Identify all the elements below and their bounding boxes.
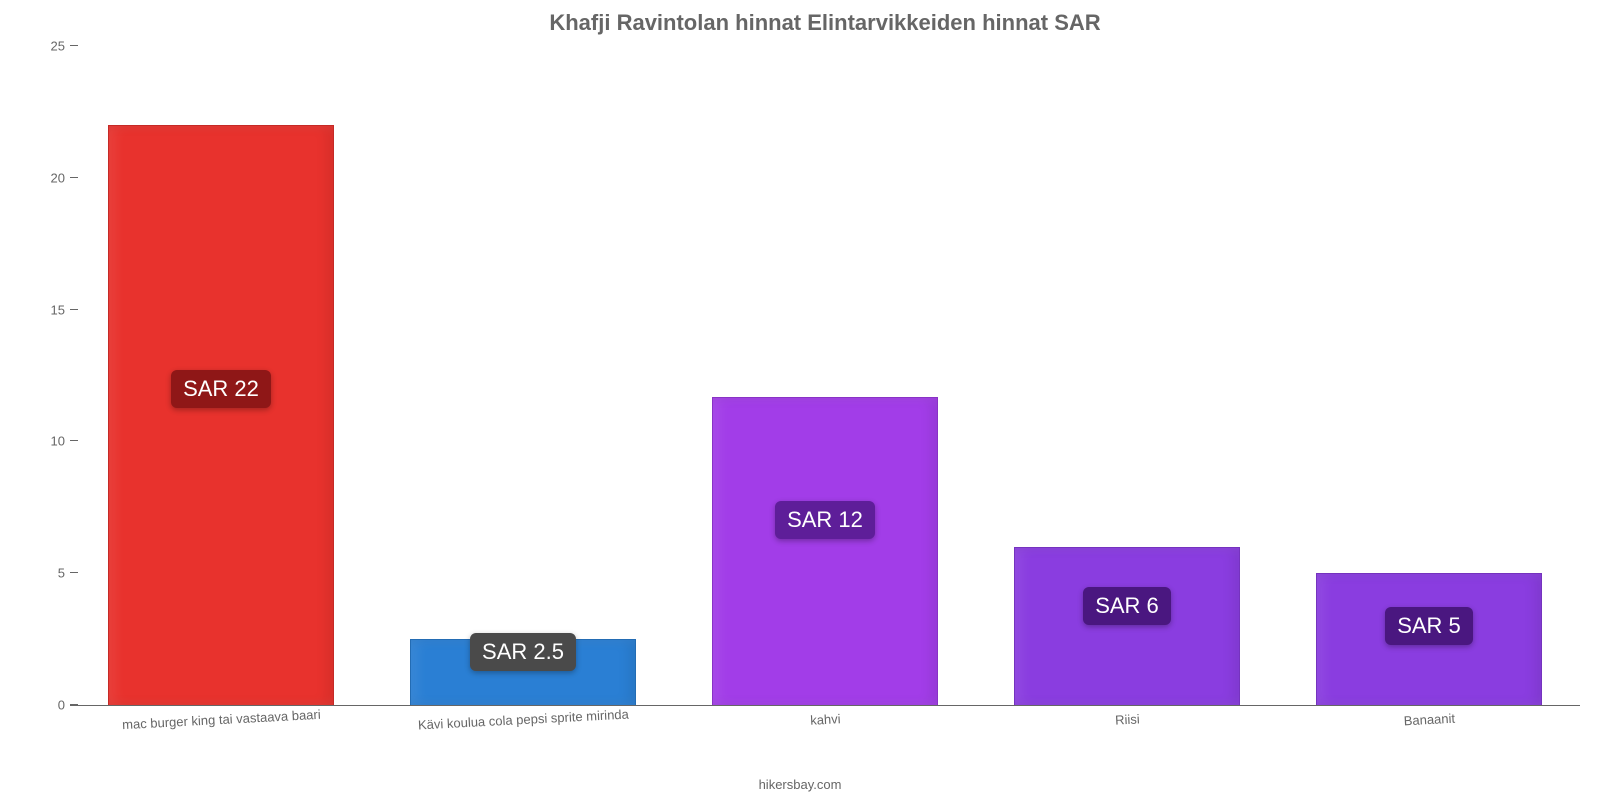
value-badge: SAR 2.5	[470, 633, 576, 671]
y-tick-label: 25	[30, 39, 65, 54]
y-tick-label: 5	[30, 566, 65, 581]
y-tick-label: 10	[30, 434, 65, 449]
bar-slot: SAR 2.5	[372, 46, 674, 705]
y-tick-mark	[70, 309, 78, 310]
x-axis-labels: mac burger king tai vastaava baariKävi k…	[70, 712, 1580, 727]
x-axis-label: Kävi koulua cola pepsi sprite mirinda	[372, 704, 674, 735]
y-tick-mark	[70, 177, 78, 178]
bar	[1014, 547, 1241, 705]
x-axis-label: Banaanit	[1278, 704, 1580, 735]
chart-container: Khafji Ravintolan hinnat Elintarvikkeide…	[0, 0, 1600, 800]
x-axis-label: mac burger king tai vastaava baari	[70, 704, 372, 735]
bar	[712, 397, 939, 705]
bars-row: SAR 22 SAR 2.5 SAR 12 SAR 6 SAR 5	[70, 46, 1580, 705]
x-axis-label: kahvi	[674, 704, 976, 735]
bar-slot: SAR 22	[70, 46, 372, 705]
chart-title: Khafji Ravintolan hinnat Elintarvikkeide…	[70, 10, 1580, 36]
y-tick-mark	[70, 45, 78, 46]
bar-slot: SAR 6	[976, 46, 1278, 705]
y-tick-label: 0	[30, 698, 65, 713]
value-badge: SAR 22	[171, 370, 271, 408]
value-badge: SAR 5	[1385, 607, 1473, 645]
x-axis-label: Riisi	[976, 704, 1278, 735]
y-tick-label: 15	[30, 302, 65, 317]
bar-slot: SAR 5	[1278, 46, 1580, 705]
y-tick-mark	[70, 440, 78, 441]
value-badge: SAR 6	[1083, 587, 1171, 625]
y-tick-mark	[70, 704, 78, 705]
chart-footer: hikersbay.com	[0, 777, 1600, 792]
value-badge: SAR 12	[775, 501, 875, 539]
bar-slot: SAR 12	[674, 46, 976, 705]
bar	[108, 125, 335, 705]
plot-area: SAR 22SAR 2.5SAR 12SAR 6SAR 5 0510152025	[70, 46, 1580, 706]
y-tick-label: 20	[30, 170, 65, 185]
y-tick-mark	[70, 572, 78, 573]
